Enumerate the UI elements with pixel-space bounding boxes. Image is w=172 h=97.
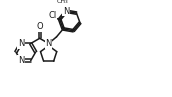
Text: N: N: [63, 7, 69, 16]
Text: CH₃: CH₃: [57, 0, 68, 4]
Text: O: O: [36, 22, 43, 31]
Text: N: N: [45, 39, 52, 48]
Text: N: N: [18, 56, 24, 65]
Text: N: N: [18, 39, 24, 48]
Text: Cl: Cl: [48, 11, 57, 20]
